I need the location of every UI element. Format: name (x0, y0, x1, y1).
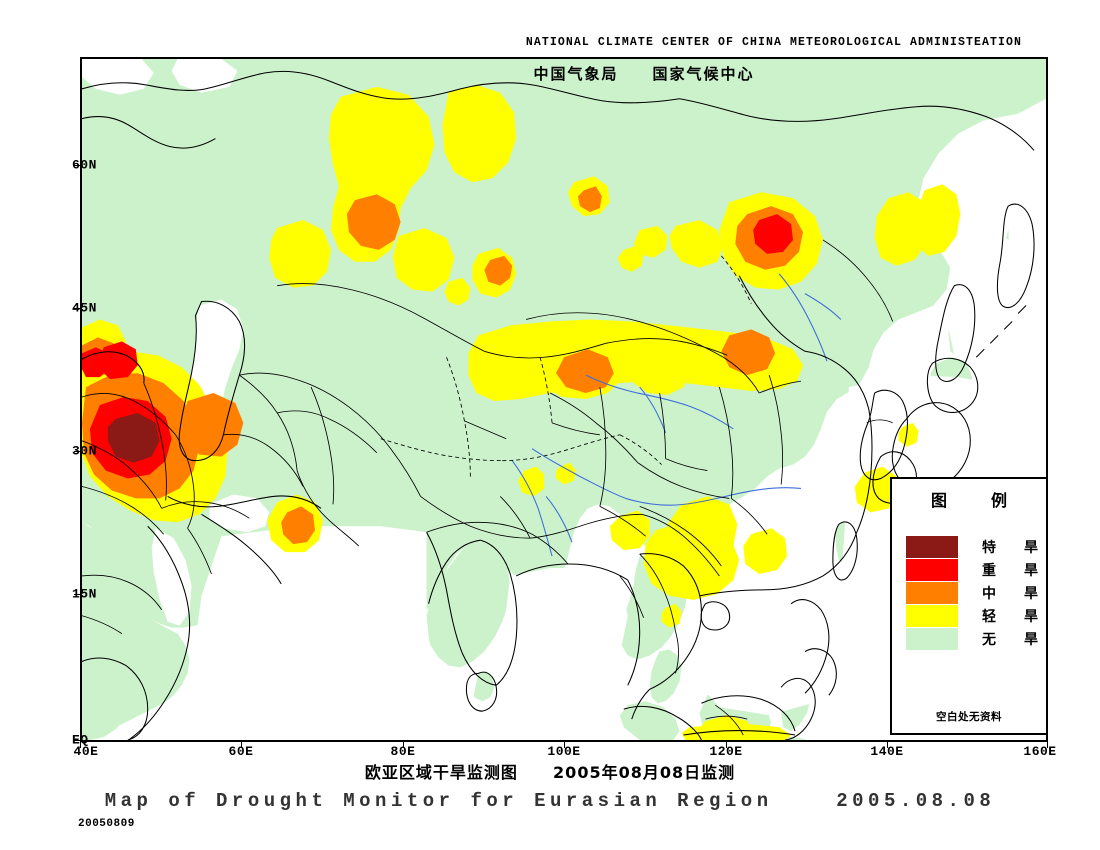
rivers (511, 273, 842, 557)
x-tick-120e: 120E (709, 744, 743, 759)
legend-items: 特 旱 重 旱 中 旱 轻 旱 无 旱 (892, 535, 1046, 650)
legend-row-none: 无 旱 (906, 627, 1046, 650)
title-chinese: 欧亚区域干旱监测图 2005年08月08日监测 (0, 759, 1100, 783)
legend-label-none: 无 旱 (982, 631, 1045, 648)
y-tick-15n: 15N (72, 586, 97, 602)
x-tick-100e: 100E (547, 744, 581, 759)
organisation-name-english: NATIONAL CLIMATE CENTER OF CHINA METEORO… (525, 36, 1022, 49)
legend-swatch-severe (906, 558, 958, 581)
title-english-main: Map of Drought Monitor for Eurasian Regi… (104, 790, 773, 812)
legend-title: 图 例 (930, 491, 1021, 510)
legend-label-mild: 轻 旱 (982, 608, 1045, 625)
x-tick-160e: 160E (1023, 744, 1057, 759)
legend-row-moderate: 中 旱 (906, 581, 1046, 604)
y-tick-60n: 60N (72, 157, 97, 173)
country-borders (82, 239, 894, 736)
x-tick-80e: 80E (390, 744, 416, 759)
title-english-date: 2005.08.08 (836, 790, 996, 812)
title-chinese-date: 2005年08月08日监测 (553, 763, 736, 782)
y-tick-30n: 30N (72, 443, 97, 459)
title-chinese-main: 欧亚区域干旱监测图 (364, 763, 518, 782)
legend-row-severe: 重 旱 (906, 558, 1046, 581)
x-tick-40e: 40E (73, 744, 99, 759)
legend-label-severe: 重 旱 (982, 562, 1045, 579)
drought-map-svg (82, 59, 1046, 740)
y-tick-eq: EQ (72, 732, 89, 748)
drought-extreme-areas (107, 412, 160, 463)
y-tick-45n: 45N (72, 300, 97, 316)
title-english: Map of Drought Monitor for Eurasian Regi… (0, 790, 1100, 812)
legend-swatch-none (906, 627, 958, 650)
legend-row-mild: 轻 旱 (906, 604, 1046, 627)
legend-swatch-moderate (906, 581, 958, 604)
x-tick-60e: 60E (228, 744, 254, 759)
map-datestamp: 20050809 (78, 818, 135, 830)
drought-severe-areas (82, 214, 794, 479)
legend-row-extreme: 特 旱 (906, 535, 1046, 558)
legend-swatch-extreme (906, 535, 958, 558)
x-tick-140e: 140E (870, 744, 904, 759)
legend-swatch-mild (906, 604, 958, 627)
map-plot-area: 中国气象局 国家气候中心 (80, 57, 1048, 742)
legend-label-moderate: 中 旱 (982, 585, 1045, 602)
legend-footnote: 空白处无资料 (936, 711, 1002, 723)
legend-box: 图 例 特 旱 重 旱 中 旱 轻 旱 无 旱 空白处无资料 (890, 477, 1048, 735)
legend-label-extreme: 特 旱 (982, 539, 1045, 556)
